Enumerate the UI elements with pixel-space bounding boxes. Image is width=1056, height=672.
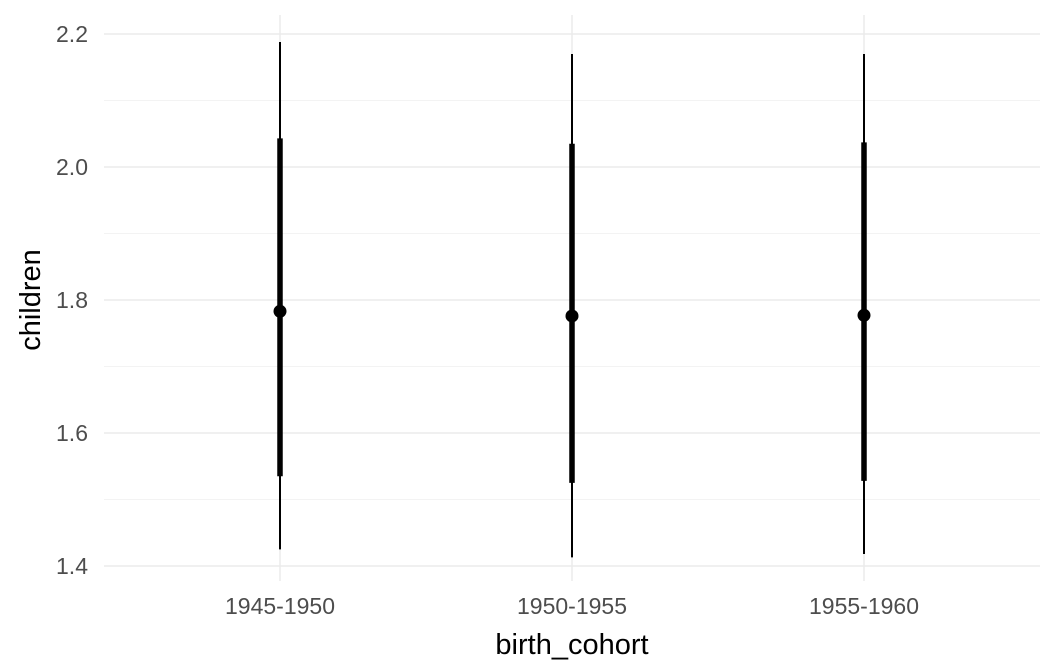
x-tick-labels: 1945-1950 1950-1955 1955-1960 (225, 593, 919, 619)
y-tick-label: 1.6 (56, 420, 88, 446)
y-axis-title: children (15, 249, 47, 351)
x-tick-label: 1950-1955 (517, 593, 627, 619)
estimate-point (857, 308, 871, 322)
estimate-point (565, 309, 579, 323)
y-tick-labels: 1.4 1.6 1.8 2.0 2.2 (56, 21, 88, 579)
pointrange-group (565, 53, 579, 558)
y-tick-label: 2.0 (56, 154, 88, 180)
y-tick-label: 2.2 (56, 21, 88, 47)
estimate-point (273, 304, 287, 318)
pointrange-group (273, 41, 287, 550)
x-tick-label: 1955-1960 (809, 593, 919, 619)
y-tick-label: 1.4 (56, 553, 88, 579)
x-tick-label: 1945-1950 (225, 593, 335, 619)
y-tick-label: 1.8 (56, 287, 88, 313)
marks-layer (273, 41, 871, 558)
pointrange-group (857, 53, 871, 555)
x-axis-title: birth_cohort (495, 629, 648, 661)
